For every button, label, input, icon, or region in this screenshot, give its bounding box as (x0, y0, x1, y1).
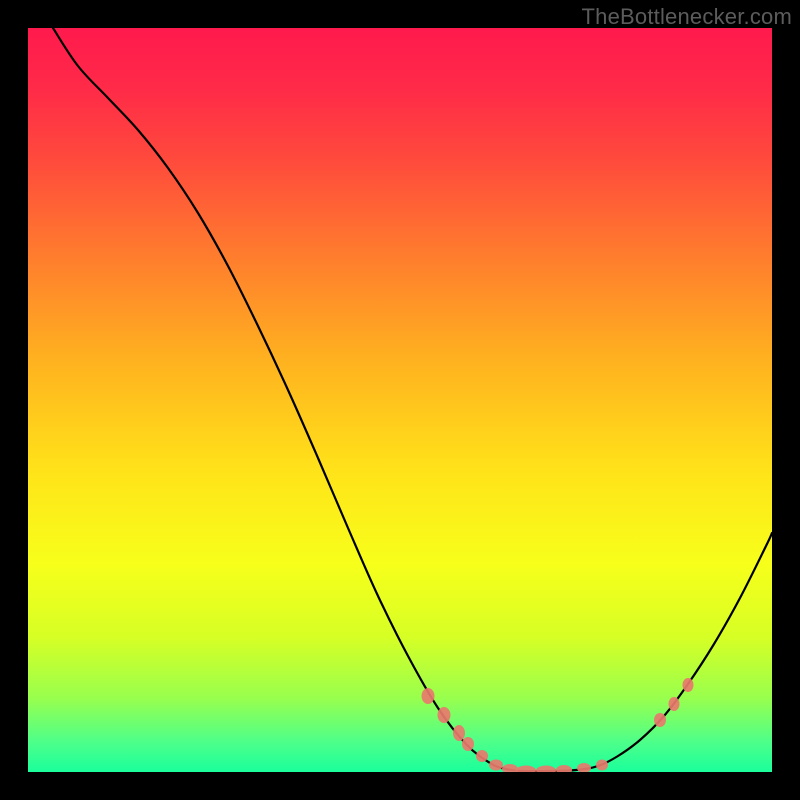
marker-dot (516, 766, 536, 773)
curve-path (53, 28, 772, 771)
marker-dot (502, 764, 518, 772)
marker-dot (669, 697, 680, 711)
marker-dot (476, 750, 488, 762)
marker-dot (489, 760, 503, 771)
watermark-text: TheBottlenecker.com (582, 4, 792, 30)
marker-dot (596, 760, 608, 771)
marker-dot (683, 678, 694, 692)
markers-group (422, 678, 694, 772)
marker-dot (577, 763, 591, 772)
marker-dot (438, 707, 451, 723)
marker-dot (453, 725, 465, 741)
chart-container: TheBottlenecker.com (0, 0, 800, 800)
marker-dot (422, 688, 435, 704)
marker-dot (536, 766, 556, 773)
plot-area (28, 28, 772, 772)
marker-dot (556, 765, 572, 772)
marker-dot (462, 737, 474, 751)
marker-dot (654, 713, 666, 727)
curve-layer (28, 28, 772, 772)
